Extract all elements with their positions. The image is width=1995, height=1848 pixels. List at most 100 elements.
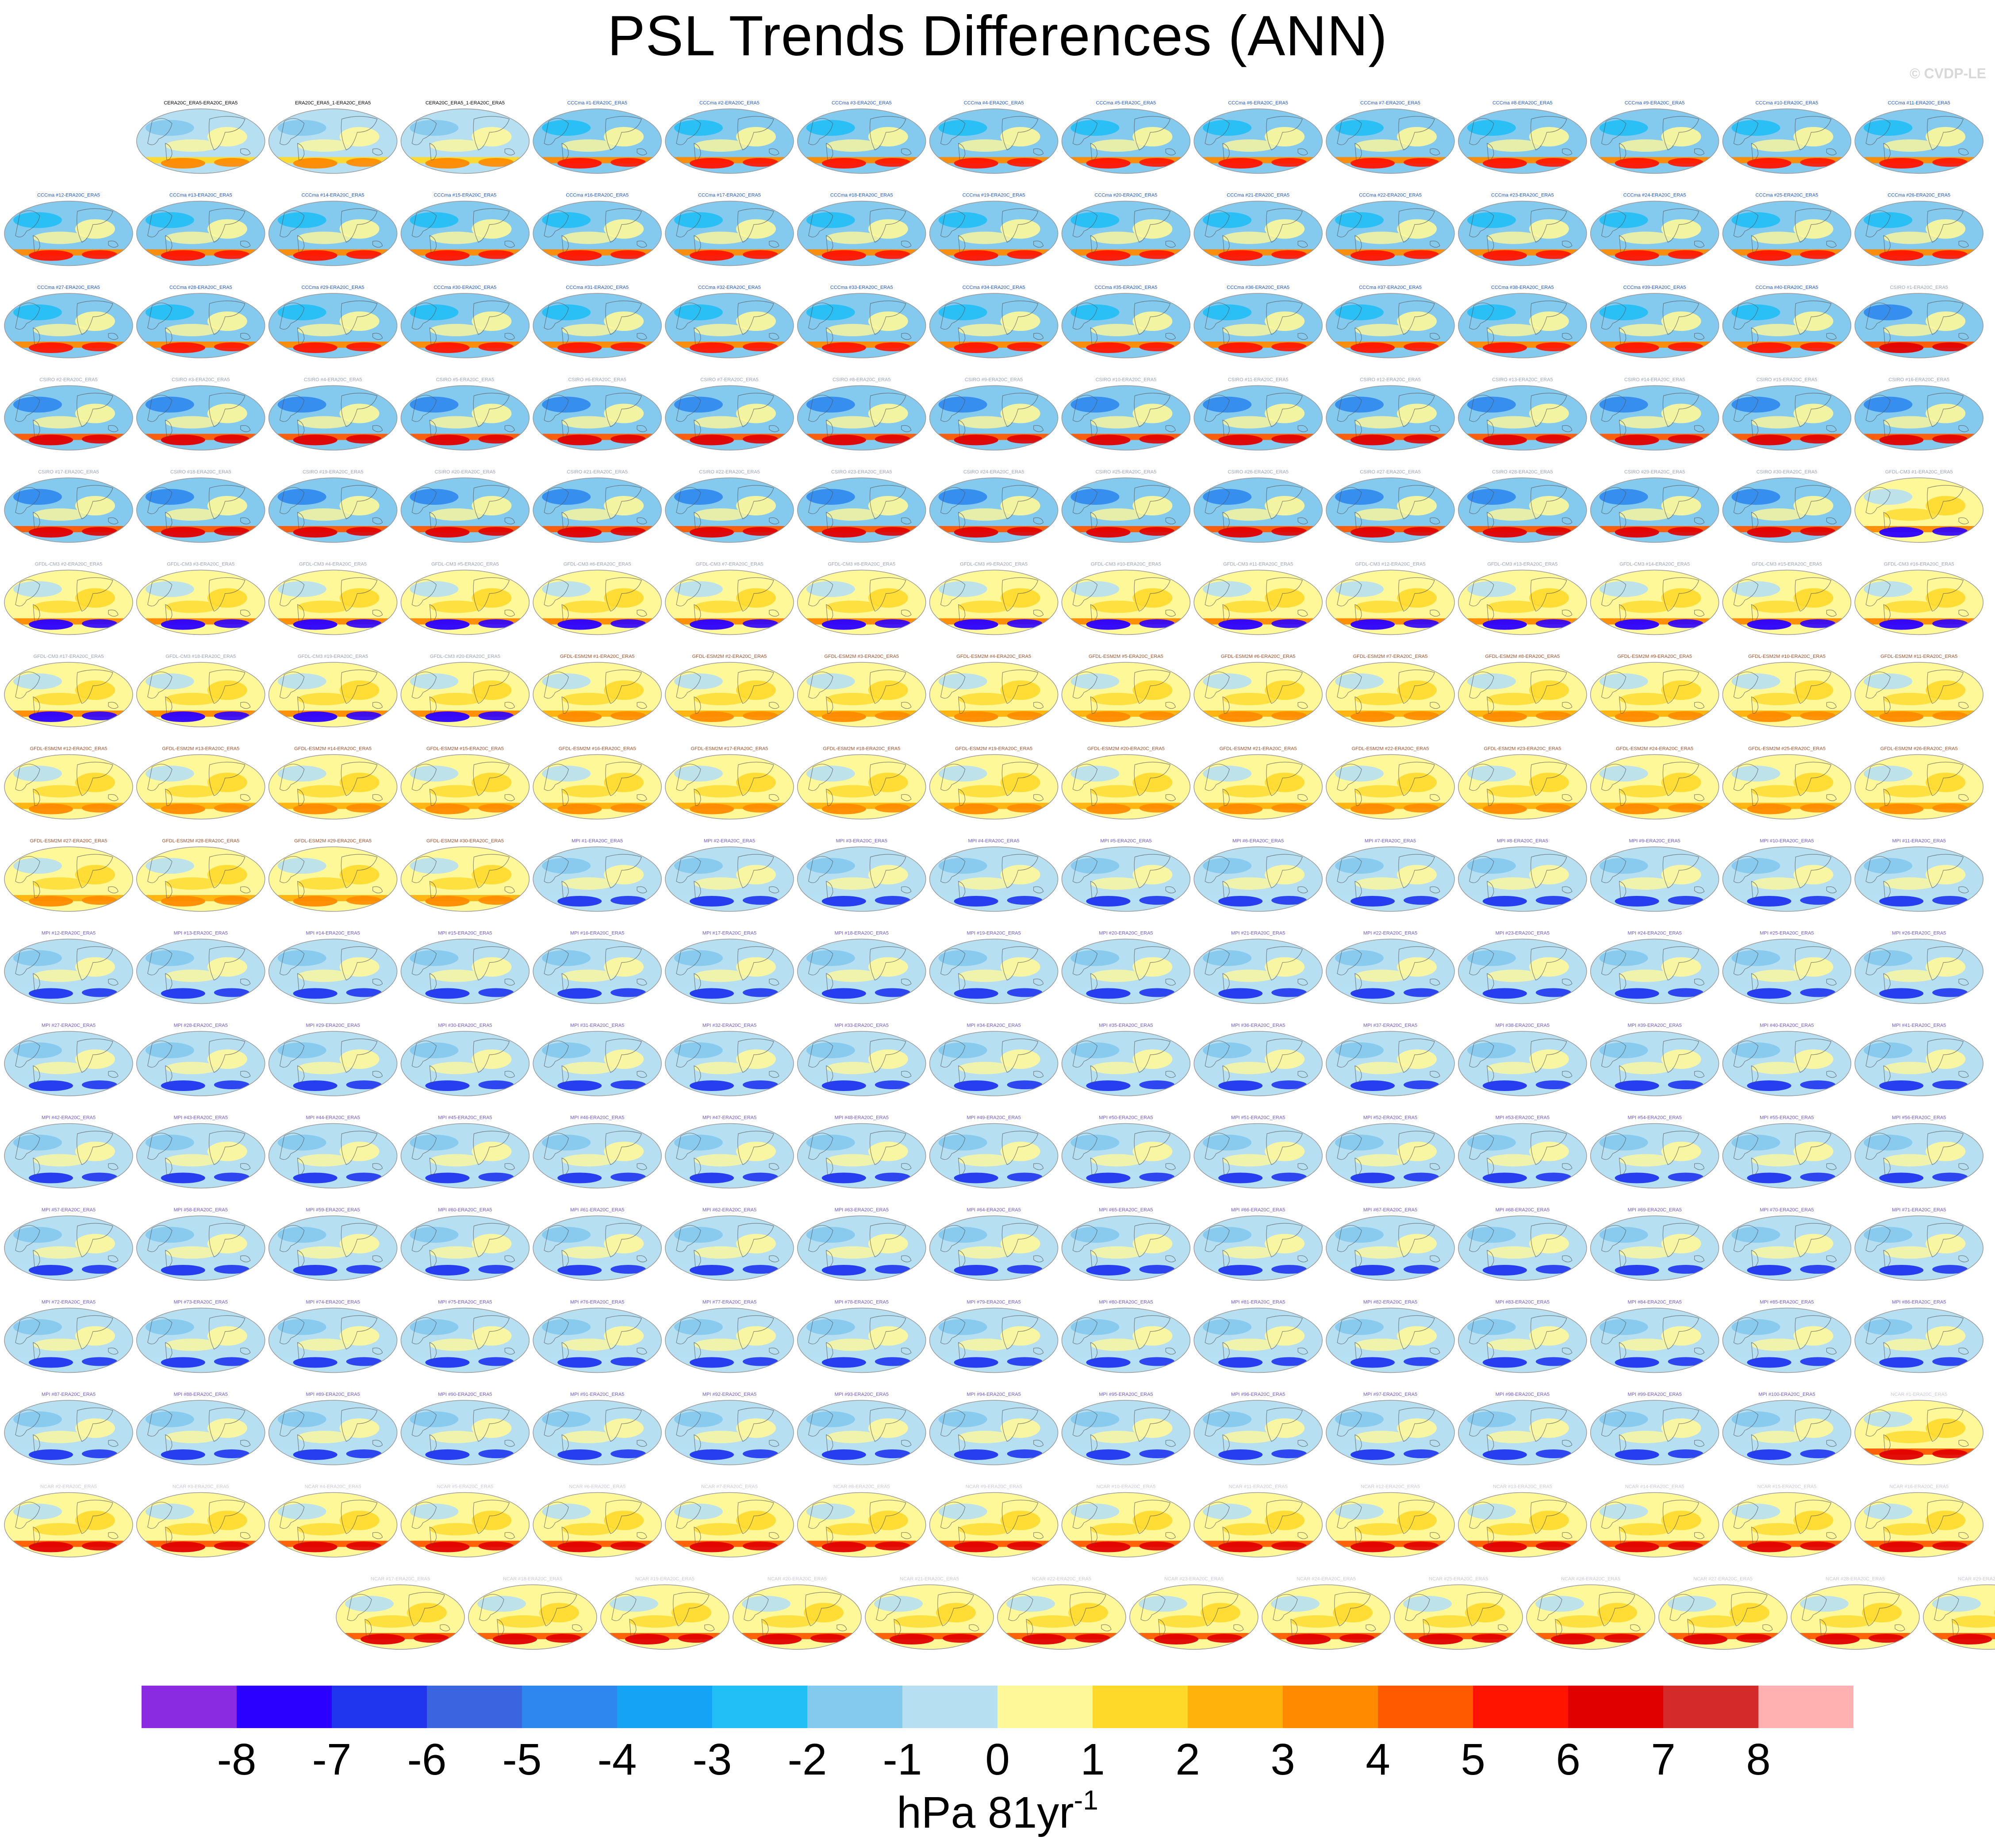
map-outline — [1193, 1492, 1323, 1558]
map-panel: MPI #89-ERA20C_ERA5 — [268, 1392, 398, 1465]
map-outline — [1854, 846, 1983, 912]
map-panel: MPI #9-ERA20C_ERA5 — [1590, 838, 1719, 912]
map-panel: MPI #90-ERA20C_ERA5 — [400, 1392, 530, 1465]
panel-label: CCCma #39-ERA20C_ERA5 — [1623, 285, 1686, 290]
map-outline — [1854, 1400, 1983, 1465]
map-panel: CSIRO #29-ERA20C_ERA5 — [1590, 469, 1719, 543]
map-panel: GFDL-ESM2M #23-ERA20C_ERA5 — [1458, 746, 1587, 820]
map-outline — [4, 754, 133, 820]
map-outline — [400, 1215, 530, 1281]
panel-label: CCCma #2-ERA20C_ERA5 — [699, 100, 760, 106]
map-panel: GFDL-ESM2M #18-ERA20C_ERA5 — [797, 746, 926, 820]
map-outline — [1326, 846, 1455, 912]
map-outline — [1854, 477, 1983, 543]
map-outline — [4, 1307, 133, 1373]
map-panel: MPI #74-ERA20C_ERA5 — [268, 1300, 398, 1373]
map-outline — [1061, 569, 1191, 635]
panel-label: GFDL-ESM2M #23-ERA20C_ERA5 — [1484, 746, 1561, 752]
panel-label: NCAR #8-ERA20C_ERA5 — [833, 1484, 890, 1490]
map-outline — [797, 108, 926, 174]
map-panel: MPI #77-ERA20C_ERA5 — [665, 1300, 794, 1373]
map-outline — [1061, 1123, 1191, 1189]
map-outline — [533, 662, 662, 727]
map-panel: MPI #99-ERA20C_ERA5 — [1590, 1392, 1719, 1465]
map-outline — [665, 1215, 794, 1281]
map-panel: GFDL-CM3 #13-ERA20C_ERA5 — [1458, 562, 1587, 635]
colorbar-tick-label: 8 — [1746, 1735, 1771, 1784]
panel-label: GFDL-CM3 #13-ERA20C_ERA5 — [1487, 562, 1558, 567]
map-panel: CCCma #8-ERA20C_ERA5 — [1458, 100, 1587, 174]
panel-label: GFDL-CM3 #14-ERA20C_ERA5 — [1619, 562, 1690, 567]
map-panel: MPI #6-ERA20C_ERA5 — [1193, 838, 1323, 912]
colorbar-tick-label: -6 — [407, 1735, 447, 1784]
panel-label: GFDL-CM3 #1-ERA20C_ERA5 — [1885, 469, 1953, 475]
panel-label: MPI #71-ERA20C_ERA5 — [1892, 1207, 1946, 1213]
panel-label: MPI #78-ERA20C_ERA5 — [835, 1300, 889, 1305]
colorbar-segment — [1758, 1686, 1853, 1728]
panel-label: MPI #77-ERA20C_ERA5 — [702, 1300, 756, 1305]
panel-label: MPI #6-ERA20C_ERA5 — [1232, 838, 1284, 844]
panel-label: GFDL-ESM2M #5-ERA20C_ERA5 — [1089, 654, 1163, 659]
map-panel: GFDL-ESM2M #12-ERA20C_ERA5 — [4, 746, 133, 820]
panel-label: MPI #74-ERA20C_ERA5 — [306, 1300, 360, 1305]
map-outline — [665, 1123, 794, 1189]
panel-label: GFDL-CM3 #16-ERA20C_ERA5 — [1884, 562, 1954, 567]
map-panel: GFDL-ESM2M #14-ERA20C_ERA5 — [268, 746, 398, 820]
panel-label: GFDL-ESM2M #1-ERA20C_ERA5 — [560, 654, 635, 659]
panel-label: NCAR #3-ERA20C_ERA5 — [173, 1484, 229, 1490]
map-panel: CCCma #40-ERA20C_ERA5 — [1722, 285, 1852, 358]
map-outline — [797, 1215, 926, 1281]
map-panel: MPI #19-ERA20C_ERA5 — [929, 931, 1059, 1004]
panel-label: CCCma #9-ERA20C_ERA5 — [1625, 100, 1685, 106]
panel-label: CCCma #10-ERA20C_ERA5 — [1755, 100, 1818, 106]
panel-label: MPI #32-ERA20C_ERA5 — [702, 1023, 756, 1028]
panel-label: MPI #94-ERA20C_ERA5 — [967, 1392, 1021, 1397]
panel-label: MPI #98-ERA20C_ERA5 — [1496, 1392, 1550, 1397]
map-panel: GFDL-CM3 #19-ERA20C_ERA5 — [268, 654, 398, 727]
panel-label: CSIRO #2-ERA20C_ERA5 — [39, 377, 97, 383]
map-outline — [797, 569, 926, 635]
map-panel: MPI #39-ERA20C_ERA5 — [1590, 1023, 1719, 1096]
panel-label: CSIRO #12-ERA20C_ERA5 — [1360, 377, 1421, 383]
map-outline — [797, 938, 926, 1004]
map-panel: MPI #92-ERA20C_ERA5 — [665, 1392, 794, 1465]
colorbar-segment — [237, 1686, 332, 1728]
map-outline — [1658, 1584, 1788, 1650]
panel-label: CCCma #29-ERA20C_ERA5 — [302, 285, 364, 290]
panel-label: NCAR #11-ERA20C_ERA5 — [1229, 1484, 1288, 1490]
panel-label: CSIRO #29-ERA20C_ERA5 — [1624, 469, 1685, 475]
map-panel: MPI #49-ERA20C_ERA5 — [929, 1115, 1059, 1189]
panel-label: MPI #27-ERA20C_ERA5 — [42, 1023, 96, 1028]
map-outline — [929, 846, 1059, 912]
map-outline — [533, 1400, 662, 1465]
map-panel: MPI #97-ERA20C_ERA5 — [1326, 1392, 1455, 1465]
map-outline — [1193, 662, 1323, 727]
colorbar-tick-label: 3 — [1270, 1735, 1295, 1784]
map-panel: MPI #69-ERA20C_ERA5 — [1590, 1207, 1719, 1281]
panel-label: MPI #36-ERA20C_ERA5 — [1231, 1023, 1285, 1028]
panel-label: CCCma #22-ERA20C_ERA5 — [1359, 193, 1422, 198]
map-outline — [136, 754, 265, 820]
map-outline — [136, 1307, 265, 1373]
map-outline — [1458, 1400, 1587, 1465]
map-outline — [1458, 477, 1587, 543]
map-panel: NCAR #3-ERA20C_ERA5 — [136, 1484, 265, 1558]
colorbar-tick-label: 2 — [1175, 1735, 1200, 1784]
panel-label: GFDL-ESM2M #3-ERA20C_ERA5 — [824, 654, 899, 659]
map-panel: GFDL-ESM2M #13-ERA20C_ERA5 — [136, 746, 265, 820]
panel-label: CCCma #16-ERA20C_ERA5 — [566, 193, 629, 198]
map-panel: NCAR #2-ERA20C_ERA5 — [4, 1484, 133, 1558]
map-outline — [929, 1492, 1059, 1558]
map-outline — [400, 846, 530, 912]
panel-label: MPI #16-ERA20C_ERA5 — [570, 931, 624, 936]
map-panel: MPI #3-ERA20C_ERA5 — [797, 838, 926, 912]
map-outline — [533, 1215, 662, 1281]
panel-label: MPI #65-ERA20C_ERA5 — [1099, 1207, 1153, 1213]
colorbar-segment — [1093, 1686, 1188, 1728]
map-panel: CSIRO #8-ERA20C_ERA5 — [797, 377, 926, 451]
map-panel: GFDL-CM3 #8-ERA20C_ERA5 — [797, 562, 926, 635]
map-panel: GFDL-CM3 #1-ERA20C_ERA5 — [1854, 469, 1983, 543]
map-panel: MPI #58-ERA20C_ERA5 — [136, 1207, 265, 1281]
map-outline — [733, 1584, 862, 1650]
map-outline — [1326, 1307, 1455, 1373]
